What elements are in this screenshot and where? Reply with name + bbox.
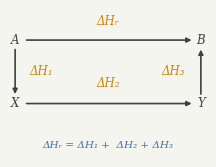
Text: ΔHᵣ: ΔHᵣ (97, 15, 119, 28)
Text: ΔH₁: ΔH₁ (29, 65, 53, 78)
Text: ΔHᵣ = ΔH₁ +  ΔH₂ + ΔH₃: ΔHᵣ = ΔH₁ + ΔH₂ + ΔH₃ (43, 141, 173, 150)
Text: ΔH₃: ΔH₃ (161, 65, 184, 78)
Text: ΔH₂: ΔH₂ (96, 77, 120, 90)
Text: A: A (11, 34, 19, 47)
Text: Y: Y (197, 97, 205, 110)
Text: X: X (11, 97, 19, 110)
Text: B: B (197, 34, 205, 47)
